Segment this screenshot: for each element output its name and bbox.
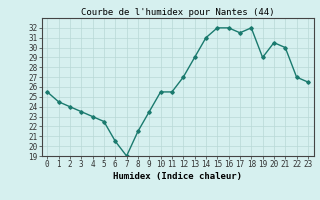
X-axis label: Humidex (Indice chaleur): Humidex (Indice chaleur): [113, 172, 242, 181]
Title: Courbe de l'humidex pour Nantes (44): Courbe de l'humidex pour Nantes (44): [81, 8, 274, 17]
